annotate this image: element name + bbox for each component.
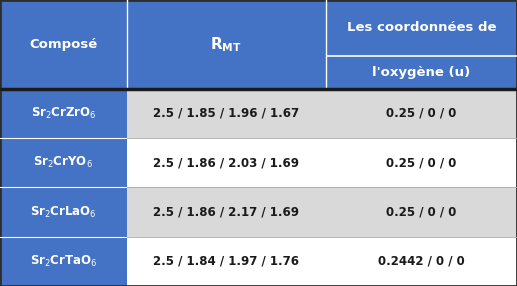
Bar bbox=[326, 56, 517, 89]
Text: l'oxygène (u): l'oxygène (u) bbox=[372, 66, 470, 79]
Bar bbox=[127, 187, 326, 237]
Text: 2.5 / 1.86 / 2.17 / 1.69: 2.5 / 1.86 / 2.17 / 1.69 bbox=[153, 206, 299, 219]
Text: 0.25 / 0 / 0: 0.25 / 0 / 0 bbox=[386, 206, 457, 219]
Text: R$_{\mathbf{MT}}$: R$_{\mathbf{MT}}$ bbox=[210, 35, 242, 54]
Bar bbox=[0, 187, 127, 237]
Bar bbox=[127, 89, 326, 138]
Text: 2.5 / 1.84 / 1.97 / 1.76: 2.5 / 1.84 / 1.97 / 1.76 bbox=[153, 255, 299, 268]
Text: 0.25 / 0 / 0: 0.25 / 0 / 0 bbox=[386, 107, 457, 120]
Bar bbox=[326, 187, 517, 237]
Text: Sr$_2$CrLaO$_6$: Sr$_2$CrLaO$_6$ bbox=[30, 204, 97, 220]
Bar bbox=[0, 237, 127, 286]
Bar bbox=[0, 89, 127, 138]
Bar bbox=[326, 138, 517, 187]
Bar bbox=[0, 138, 127, 187]
Text: Sr$_2$CrZrO$_6$: Sr$_2$CrZrO$_6$ bbox=[31, 106, 96, 121]
Bar bbox=[0, 0, 127, 89]
Text: Composé: Composé bbox=[29, 38, 98, 51]
Text: 0.25 / 0 / 0: 0.25 / 0 / 0 bbox=[386, 156, 457, 169]
Text: Sr$_2$CrYO$_6$: Sr$_2$CrYO$_6$ bbox=[34, 155, 93, 170]
Text: 2.5 / 1.86 / 2.03 / 1.69: 2.5 / 1.86 / 2.03 / 1.69 bbox=[153, 156, 299, 169]
Bar bbox=[326, 89, 517, 138]
Bar bbox=[127, 0, 326, 89]
Bar bbox=[326, 0, 517, 56]
Bar bbox=[127, 237, 326, 286]
Text: Sr$_2$CrTaO$_6$: Sr$_2$CrTaO$_6$ bbox=[30, 254, 97, 269]
Text: Les coordonnées de: Les coordonnées de bbox=[346, 21, 496, 34]
Bar bbox=[127, 138, 326, 187]
Text: 2.5 / 1.85 / 1.96 / 1.67: 2.5 / 1.85 / 1.96 / 1.67 bbox=[153, 107, 299, 120]
Bar bbox=[326, 237, 517, 286]
Text: 0.2442 / 0 / 0: 0.2442 / 0 / 0 bbox=[378, 255, 465, 268]
